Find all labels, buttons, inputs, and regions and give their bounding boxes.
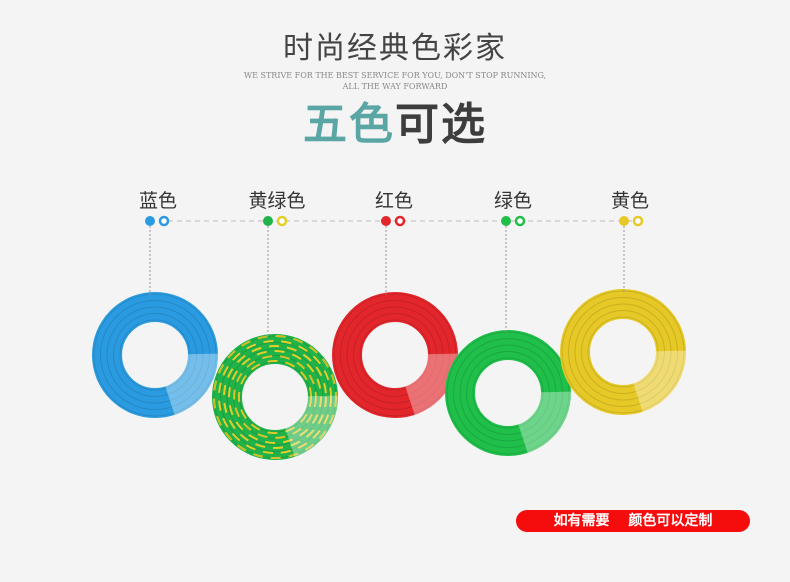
headline: 五色可选 <box>0 100 790 150</box>
color-ring-red <box>394 215 406 227</box>
color-ring-yellow-green <box>276 215 288 227</box>
wire-coil-yellow-green <box>212 334 338 460</box>
headline-part-1: 五色 <box>303 99 395 150</box>
color-dot-red <box>381 216 391 226</box>
color-dot-green <box>501 216 511 226</box>
wire-coil-green <box>445 330 571 456</box>
color-label-blue: 蓝色 <box>138 190 178 212</box>
color-label-yellow-green: 黄绿色 <box>248 190 306 212</box>
color-dot-blue <box>145 216 155 226</box>
subtitle-line-2: ALL THE WAY FORWARD <box>342 82 448 91</box>
color-dot-yellow-green <box>263 216 273 226</box>
page-title: 时尚经典色彩家 <box>283 31 507 66</box>
wire-coil-red <box>332 292 458 418</box>
color-label-yellow: 黄色 <box>610 190 650 212</box>
color-label-green: 绿色 <box>493 190 533 212</box>
color-label-red: 红色 <box>374 190 414 212</box>
customize-color-banner: 如有需要 颜色可以定制 <box>516 510 750 532</box>
wire-coil-blue <box>92 292 218 418</box>
color-ring-green <box>514 215 526 227</box>
headline-part-2: 可选 <box>395 99 487 150</box>
wire-coil-yellow <box>560 289 686 415</box>
color-ring-yellow <box>632 215 644 227</box>
color-dot-yellow <box>619 216 629 226</box>
subtitle-line-1: WE STRIVE FOR THE BEST SERVICE FOR YOU, … <box>243 71 547 80</box>
color-ring-blue <box>158 215 170 227</box>
